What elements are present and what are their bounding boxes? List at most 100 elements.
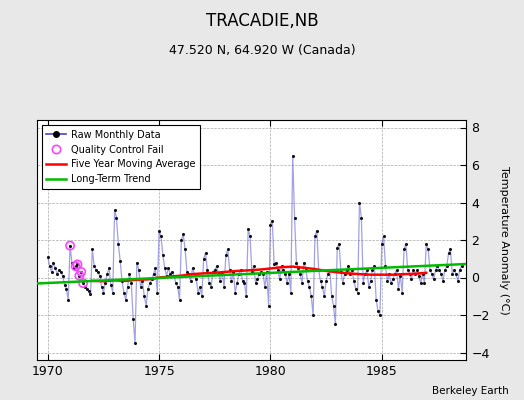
Point — [88, 246, 96, 252]
Point — [335, 240, 343, 247]
Point — [216, 278, 225, 284]
Point — [222, 252, 230, 258]
Point — [183, 269, 191, 275]
Point — [296, 270, 304, 277]
Point — [298, 280, 306, 286]
Point — [374, 308, 382, 314]
Point — [112, 214, 121, 221]
Point — [366, 278, 375, 284]
Point — [227, 278, 236, 284]
Point — [352, 286, 360, 292]
Point — [378, 240, 386, 247]
Point — [437, 270, 445, 277]
Point — [403, 267, 412, 273]
Point — [372, 297, 380, 303]
Point — [144, 286, 152, 292]
Point — [242, 293, 250, 300]
Point — [68, 259, 76, 266]
Point — [160, 265, 169, 271]
Point — [164, 265, 172, 271]
Point — [129, 316, 137, 322]
Point — [79, 280, 88, 286]
Point — [439, 278, 447, 284]
Point — [354, 289, 362, 296]
Point — [365, 284, 373, 290]
Point — [238, 278, 247, 284]
Point — [103, 270, 112, 277]
Point — [394, 286, 402, 292]
Point — [200, 256, 208, 262]
Point — [97, 284, 106, 290]
Point — [233, 280, 241, 286]
Point — [95, 272, 104, 279]
Point — [59, 272, 67, 279]
Point — [51, 265, 59, 271]
Point — [101, 280, 110, 286]
Point — [119, 289, 128, 296]
Point — [214, 270, 223, 277]
Point — [381, 263, 390, 270]
Point — [457, 263, 466, 270]
Point — [400, 246, 408, 252]
Point — [407, 276, 416, 282]
Point — [411, 270, 419, 277]
Point — [168, 269, 176, 275]
Point — [396, 272, 405, 279]
Point — [379, 233, 388, 240]
Point — [194, 289, 202, 296]
Point — [142, 302, 150, 309]
Point — [162, 272, 171, 279]
Point — [148, 276, 156, 282]
Point — [431, 267, 440, 273]
Point — [198, 293, 206, 300]
Point — [135, 267, 143, 273]
Point — [248, 269, 256, 275]
Point — [402, 240, 410, 247]
Point — [303, 278, 312, 284]
Point — [62, 286, 71, 292]
Point — [289, 152, 297, 159]
Point — [70, 265, 78, 271]
Point — [390, 270, 399, 277]
Point — [307, 293, 315, 300]
Point — [292, 259, 301, 266]
Point — [249, 263, 258, 270]
Point — [268, 218, 277, 224]
Point — [166, 270, 174, 277]
Point — [300, 259, 308, 266]
Point — [131, 340, 139, 346]
Point — [370, 263, 378, 270]
Point — [324, 270, 332, 277]
Point — [452, 270, 460, 277]
Point — [107, 282, 115, 288]
Point — [225, 267, 234, 273]
Point — [428, 270, 436, 277]
Point — [290, 214, 299, 221]
Point — [446, 246, 455, 252]
Point — [255, 270, 264, 277]
Point — [123, 284, 132, 290]
Point — [133, 259, 141, 266]
Text: Berkeley Earth: Berkeley Earth — [432, 386, 508, 396]
Point — [122, 297, 130, 303]
Point — [355, 199, 364, 206]
Point — [389, 276, 397, 282]
Point — [422, 240, 431, 247]
Point — [272, 259, 280, 266]
Point — [409, 267, 418, 273]
Point — [181, 246, 189, 252]
Point — [342, 267, 351, 273]
Point — [184, 270, 193, 277]
Point — [53, 270, 61, 277]
Point — [322, 278, 330, 284]
Point — [205, 280, 213, 286]
Point — [417, 280, 425, 286]
Point — [426, 267, 434, 273]
Point — [71, 263, 80, 270]
Point — [318, 284, 326, 290]
Point — [153, 289, 161, 296]
Point — [359, 280, 367, 286]
Point — [127, 280, 136, 286]
Point — [125, 270, 134, 277]
Point — [108, 289, 117, 296]
